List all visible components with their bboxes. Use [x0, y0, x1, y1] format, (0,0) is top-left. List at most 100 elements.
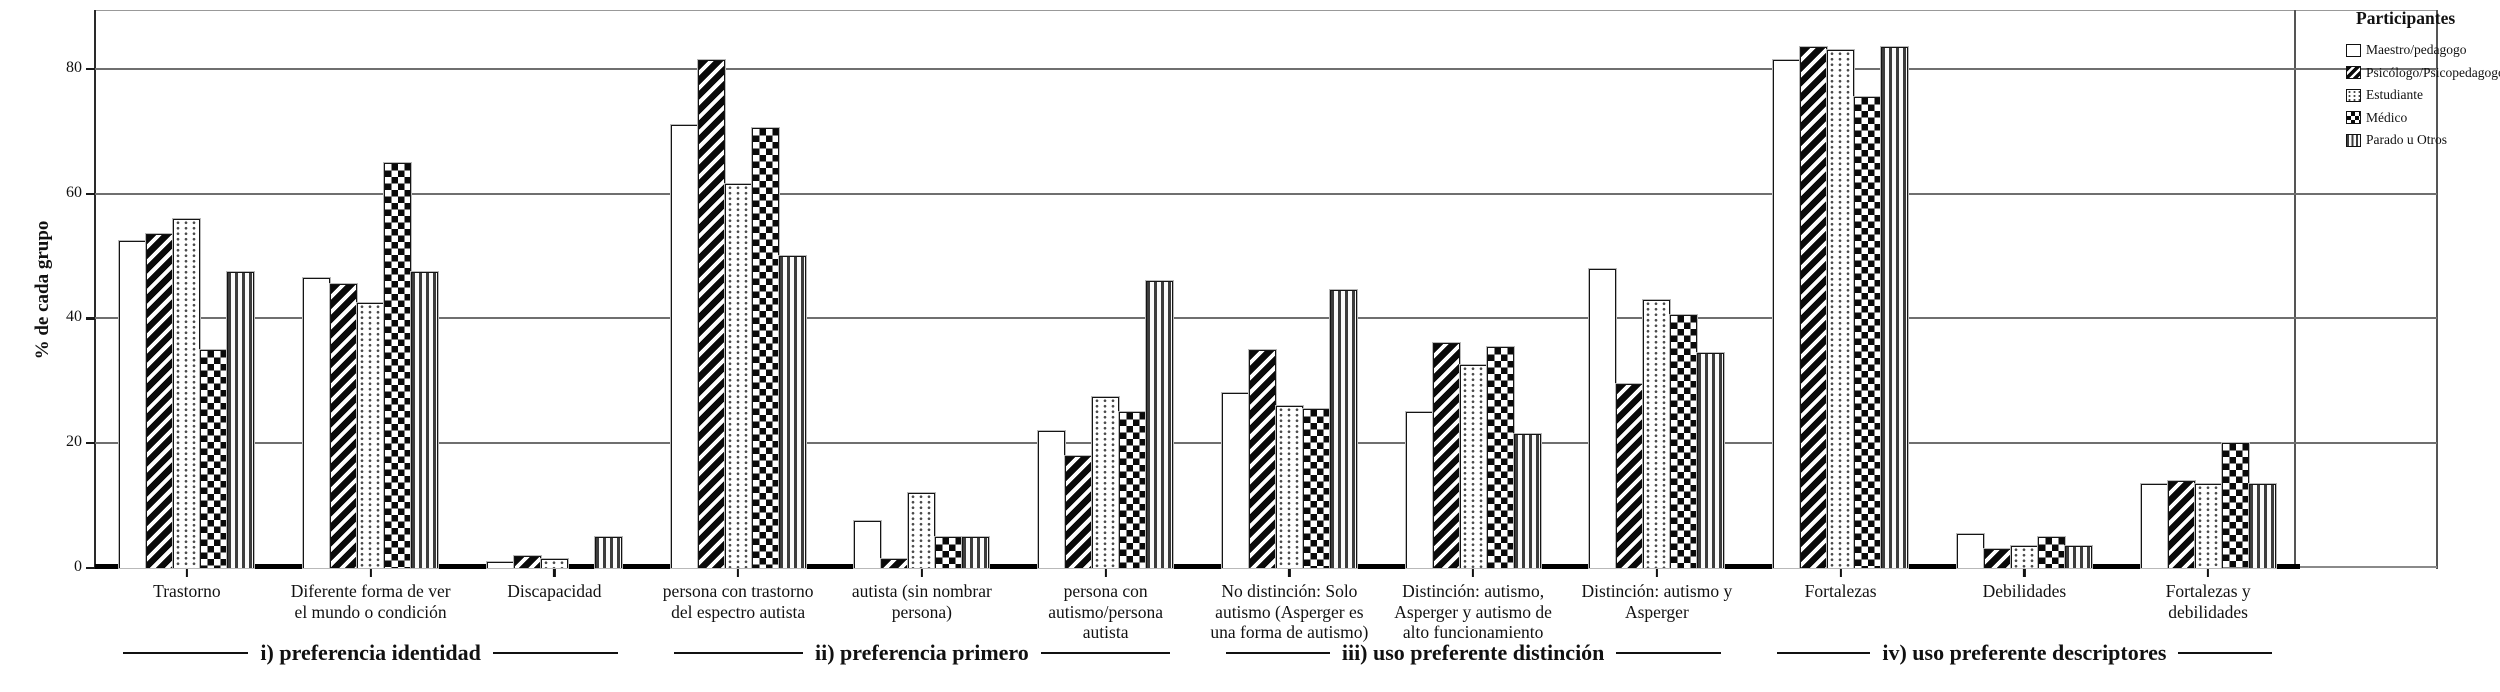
bar [1697, 352, 1725, 568]
bar [1589, 268, 1617, 568]
category-label: No distinción: Solo autismo (Asperger es… [1210, 581, 1369, 643]
section-preferencia-primero: ii) preferencia primero [646, 640, 1197, 666]
category-label: persona con autismo/persona autista [1048, 581, 1163, 643]
bar [513, 555, 541, 568]
y-tick-mark-80 [86, 67, 95, 71]
section-rule-left [123, 652, 249, 654]
section-rule-right [1040, 652, 1170, 654]
bar [1405, 412, 1433, 568]
bar [1983, 549, 2011, 568]
bar [962, 536, 990, 568]
x-axis-category-labels: Trastorno Diferente forma de ver el mundo… [95, 581, 2300, 643]
category-label: Fortalezas [1804, 581, 1877, 601]
bar [2037, 536, 2065, 568]
bar-groups [95, 10, 2300, 577]
bar [854, 521, 882, 568]
bar [2167, 480, 2195, 568]
legend-item-label: Psicólogo/Psicopedagogo [2366, 64, 2500, 80]
section-rule-right [2178, 652, 2273, 654]
legend-items: Maestro/pedagogo Psicólogo/Psicopedagogo E… [2346, 42, 2500, 148]
bar [935, 536, 963, 568]
plot-right-border [2436, 10, 2438, 569]
legend-title: Participantes [2356, 8, 2456, 28]
section-labels: i) preferencia identidad ii) preferencia… [95, 640, 2300, 666]
bar-group-5 [830, 10, 1014, 577]
dotted-swatch-icon [2346, 88, 2361, 102]
bar [1275, 405, 1303, 568]
bar [594, 536, 622, 568]
legend-item-1: Maestro/pedagogo [2346, 42, 2498, 58]
bar [1956, 533, 1984, 568]
section-preferencia-identidad: i) preferencia identidad [95, 640, 646, 666]
bar [2064, 546, 2092, 568]
x-tick-mark [553, 569, 556, 577]
bar-group-10 [1749, 10, 1933, 577]
bar [1773, 59, 1801, 568]
bar [2140, 483, 2168, 568]
bar [2248, 483, 2276, 568]
y-tick-mark-0 [86, 567, 95, 570]
bar [778, 256, 806, 568]
section-label: ii) preferencia primero [814, 640, 1029, 665]
bar [751, 128, 779, 568]
y-tick-label-20: 20 [66, 433, 82, 451]
bar [1065, 455, 1093, 568]
section-rule-left [674, 652, 803, 654]
section-rule-right [1616, 652, 1721, 654]
bar [2010, 546, 2038, 568]
legend-item-label: Parado u Otros [2366, 132, 2447, 147]
bar-group-7 [1198, 10, 1382, 577]
y-tick-mark-20 [86, 442, 95, 445]
category-label: Distinción: autismo, Asperger y autismo … [1394, 581, 1552, 643]
y-axis-title: % de cada grupo [32, 220, 53, 360]
x-tick-mark [1655, 569, 1658, 577]
category-label: Fortalezas y debilidades [2165, 581, 2251, 622]
gridline-60 [95, 192, 2437, 195]
bar [1670, 315, 1698, 568]
bar [227, 271, 255, 568]
bar [1854, 97, 1882, 568]
bar [1827, 50, 1855, 568]
category-label: persona con trastorno del espectro autis… [662, 581, 814, 622]
bar [540, 558, 568, 568]
y-tick-mark-60 [86, 192, 95, 195]
bar [724, 184, 752, 568]
bar [1486, 346, 1514, 568]
legend: Participantes Maestro/pedagogo Psicólogo/… [2346, 8, 2500, 155]
section-rule-right [492, 652, 619, 654]
x-tick-mark [2207, 569, 2210, 577]
bar [1302, 408, 1330, 568]
bar [200, 349, 228, 568]
bar [697, 59, 725, 568]
category-label: autista (sin nombrar persona) [851, 581, 992, 622]
bar [670, 125, 698, 568]
legend-item-5: Parado u Otros [2346, 132, 2498, 148]
bar [1038, 430, 1066, 568]
bar [1329, 290, 1357, 568]
x-tick-mark [1104, 569, 1107, 577]
category-label: Diferente forma de ver el mundo o condic… [290, 581, 451, 622]
y-tick-label-0: 0 [74, 558, 82, 575]
bar [1146, 281, 1174, 568]
bar [411, 271, 439, 568]
section-rule-left [1225, 652, 1330, 654]
legend-item-4: Médico [2346, 110, 2498, 126]
bar [1881, 47, 1909, 568]
bar [1221, 393, 1249, 568]
category-label: Debilidades [1982, 581, 2067, 601]
bar [330, 284, 358, 568]
x-tick-mark [1472, 569, 1475, 577]
bar-group-3 [463, 10, 647, 577]
y-tick-label-40: 40 [66, 308, 82, 326]
y-tick-mark-40 [86, 317, 95, 320]
bar-group-8 [1381, 10, 1565, 577]
bar [1616, 384, 1644, 568]
bar [146, 234, 174, 568]
bar [384, 162, 412, 568]
section-rule-left [1776, 652, 1871, 654]
bar-group-11 [1933, 10, 2117, 577]
y-axis-line [94, 10, 96, 568]
plot-inner-right-border [2294, 10, 2296, 569]
bar-group-1 [95, 10, 279, 577]
